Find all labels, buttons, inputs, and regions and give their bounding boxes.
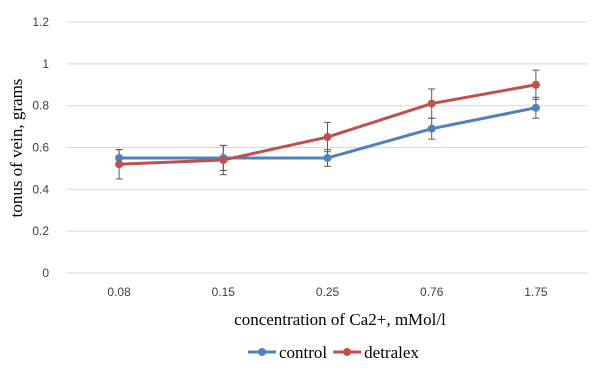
data-point-control — [531, 103, 540, 112]
legend-item-detralex: detralex — [333, 343, 419, 362]
legend-marker — [343, 348, 352, 356]
data-point-detralex — [323, 133, 332, 142]
data-point-control — [115, 153, 124, 162]
y-tick-label: 1.2 — [32, 15, 49, 29]
data-point-detralex — [115, 160, 124, 169]
y-tick-label: 0 — [42, 266, 49, 280]
data-point-control — [427, 124, 436, 133]
x-tick-labels: 0.08 0.15 0.25 0.76 1.75 — [107, 285, 547, 299]
y-tick-label: 0.8 — [32, 99, 49, 113]
y-axis-title: tonus of vein, grams — [7, 79, 26, 218]
data-point-control — [323, 153, 332, 162]
legend-label: control — [279, 343, 327, 362]
x-axis-title: concentration of Ca2+, mMol/l — [234, 310, 446, 329]
data-points — [115, 80, 540, 169]
data-point-detralex — [531, 80, 540, 89]
x-tick-label: 0.08 — [107, 285, 131, 299]
legend-item-control: control — [248, 343, 327, 362]
legend: control detralex — [248, 343, 419, 362]
legend-label: detralex — [364, 343, 419, 362]
data-point-detralex — [219, 156, 228, 165]
x-tick-label: 1.75 — [524, 285, 548, 299]
y-tick-label: 0.6 — [32, 141, 49, 155]
data-point-detralex — [427, 99, 436, 108]
y-tick-label: 0.2 — [32, 224, 49, 238]
y-tick-label: 1 — [42, 57, 49, 71]
y-tick-labels: 0 0.2 0.4 0.6 0.8 1 1.2 — [32, 15, 49, 280]
x-tick-label: 0.15 — [212, 285, 236, 299]
x-tick-label: 0.76 — [420, 285, 444, 299]
x-tick-label: 0.25 — [316, 285, 340, 299]
gridlines — [67, 21, 588, 274]
legend-marker — [258, 348, 266, 356]
y-tick-label: 0.4 — [32, 182, 49, 196]
